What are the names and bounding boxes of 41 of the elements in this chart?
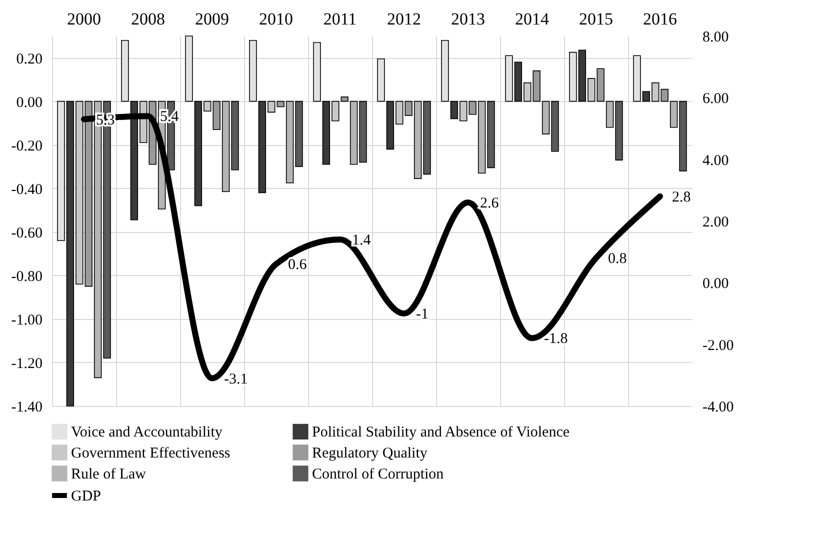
x-tick-label: 2000 <box>67 10 101 28</box>
y-tick-label: -1.00 <box>11 312 42 328</box>
y-tick-label: -1.20 <box>11 356 42 372</box>
data-label: -1 <box>416 306 428 322</box>
x-tick-label: 2009 <box>195 10 229 28</box>
legend-label: GDP <box>71 488 102 504</box>
y2-tick-label: 0.00 <box>702 276 729 292</box>
y-tick-label: 0.20 <box>16 51 42 68</box>
y2-tick-label: 8.00 <box>702 30 729 46</box>
data-label: 0.6 <box>288 257 308 274</box>
data-label: -3.1 <box>224 371 248 388</box>
x-tick-label: 2014 <box>515 10 550 28</box>
y-tick-label: -0.80 <box>11 268 42 285</box>
legend-label: Government Effectiveness <box>71 446 230 462</box>
legend-label: Voice and Accountability <box>71 424 223 441</box>
x-tick-label: 2012 <box>387 10 421 28</box>
data-label: -1.8 <box>544 331 568 348</box>
legend-label: Regulatory Quality <box>312 446 428 462</box>
legend-label: Rule of Law <box>71 466 146 482</box>
y-tick-label: 0.00 <box>16 94 42 111</box>
data-label: 2.8 <box>672 189 691 206</box>
y2-tick-label: -4.00 <box>702 400 734 416</box>
x-tick-label: 2011 <box>323 10 357 28</box>
data-label: 2.6 <box>480 196 500 212</box>
x-tick-label: 2015 <box>579 10 613 28</box>
y-tick-label: -0.60 <box>11 225 42 242</box>
legend-label: Control of Corruption <box>312 466 444 482</box>
legend-label: Political Stability and Absence of Violence <box>312 424 570 441</box>
y-tick-label: -0.20 <box>11 138 42 154</box>
y-tick-label: -0.40 <box>11 182 42 198</box>
x-tick-label: 2010 <box>259 10 293 28</box>
data-label: 0.8 <box>608 251 627 267</box>
x-tick-label: 2013 <box>451 10 485 28</box>
y-tick-label: -1.40 <box>11 400 42 416</box>
y2-tick-label: -2.00 <box>702 338 734 354</box>
y2-tick-label: 6.00 <box>702 91 729 108</box>
x-tick-label: 2016 <box>643 10 677 28</box>
y2-tick-label: 2.00 <box>702 214 729 230</box>
data-label: 1.4 <box>352 232 372 248</box>
y2-tick-label: 4.00 <box>702 152 729 169</box>
x-tick-label: 2008 <box>131 10 165 28</box>
